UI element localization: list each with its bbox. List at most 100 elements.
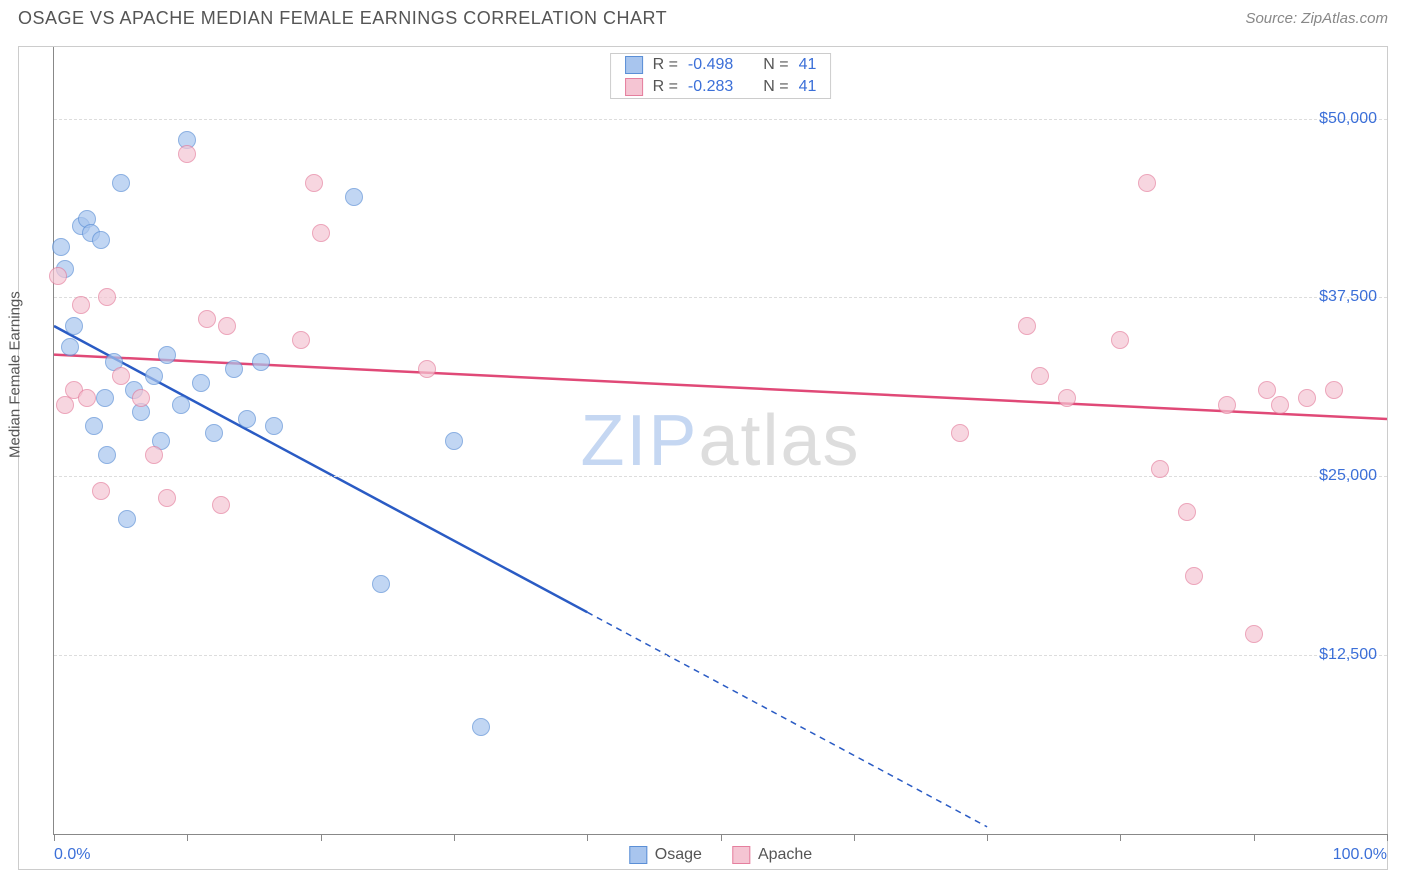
scatter-point bbox=[1258, 381, 1276, 399]
gridline bbox=[54, 476, 1387, 477]
scatter-point bbox=[72, 296, 90, 314]
plot-area: ZIPatlas R = -0.498 N = 41 R = -0.283 N = 4… bbox=[53, 47, 1387, 835]
scatter-point bbox=[145, 446, 163, 464]
scatter-point bbox=[305, 174, 323, 192]
scatter-point bbox=[418, 360, 436, 378]
scatter-point bbox=[372, 575, 390, 593]
stat-r-label: R = bbox=[653, 56, 678, 74]
y-tick-label: $12,500 bbox=[1319, 646, 1377, 664]
gridline bbox=[54, 297, 1387, 298]
scatter-point bbox=[345, 188, 363, 206]
scatter-point bbox=[218, 317, 236, 335]
chart-title: OSAGE VS APACHE MEDIAN FEMALE EARNINGS C… bbox=[18, 8, 667, 29]
x-tick bbox=[321, 834, 322, 841]
trend-lines bbox=[54, 47, 1387, 834]
chart-header: OSAGE VS APACHE MEDIAN FEMALE EARNINGS C… bbox=[0, 0, 1406, 33]
stat-n-label: N = bbox=[763, 56, 788, 74]
x-tick bbox=[54, 834, 55, 841]
scatter-point bbox=[1138, 174, 1156, 192]
stats-row: R = -0.498 N = 41 bbox=[611, 54, 831, 76]
scatter-point bbox=[252, 353, 270, 371]
scatter-point bbox=[225, 360, 243, 378]
legend-label: Apache bbox=[758, 846, 812, 864]
x-tick-label: 100.0% bbox=[1333, 846, 1387, 864]
scatter-point bbox=[98, 288, 116, 306]
x-tick bbox=[187, 834, 188, 841]
x-tick bbox=[587, 834, 588, 841]
x-tick bbox=[721, 834, 722, 841]
scatter-point bbox=[172, 396, 190, 414]
scatter-point bbox=[118, 510, 136, 528]
scatter-point bbox=[1031, 367, 1049, 385]
legend-swatch bbox=[625, 78, 643, 96]
x-tick bbox=[1387, 834, 1388, 841]
bottom-legend: Osage Apache bbox=[629, 846, 812, 864]
scatter-point bbox=[198, 310, 216, 328]
x-tick bbox=[454, 834, 455, 841]
gridline bbox=[54, 119, 1387, 120]
watermark-zip: ZIP bbox=[580, 401, 698, 481]
stat-n-label: N = bbox=[763, 78, 788, 96]
scatter-point bbox=[292, 331, 310, 349]
scatter-point bbox=[61, 338, 79, 356]
legend-swatch bbox=[629, 846, 647, 864]
scatter-point bbox=[192, 374, 210, 392]
scatter-point bbox=[1271, 396, 1289, 414]
y-tick-label: $25,000 bbox=[1319, 467, 1377, 485]
stat-r-label: R = bbox=[653, 78, 678, 96]
stats-legend-box: R = -0.498 N = 41 R = -0.283 N = 41 bbox=[610, 53, 832, 99]
scatter-point bbox=[132, 389, 150, 407]
source-label: Source: ZipAtlas.com bbox=[1245, 10, 1388, 27]
scatter-point bbox=[158, 346, 176, 364]
scatter-point bbox=[1245, 625, 1263, 643]
scatter-point bbox=[1151, 460, 1169, 478]
stat-r-value: -0.283 bbox=[688, 78, 733, 96]
scatter-point bbox=[112, 174, 130, 192]
legend-swatch bbox=[732, 846, 750, 864]
scatter-point bbox=[1325, 381, 1343, 399]
x-tick bbox=[987, 834, 988, 841]
scatter-point bbox=[445, 432, 463, 450]
scatter-point bbox=[52, 238, 70, 256]
scatter-point bbox=[49, 267, 67, 285]
scatter-point bbox=[96, 389, 114, 407]
scatter-point bbox=[158, 489, 176, 507]
scatter-point bbox=[98, 446, 116, 464]
scatter-point bbox=[1218, 396, 1236, 414]
x-tick bbox=[1120, 834, 1121, 841]
gridline bbox=[54, 655, 1387, 656]
x-tick bbox=[854, 834, 855, 841]
legend-item: Apache bbox=[732, 846, 812, 864]
scatter-point bbox=[65, 317, 83, 335]
stat-n-value: 41 bbox=[799, 78, 817, 96]
scatter-point bbox=[92, 231, 110, 249]
legend-item: Osage bbox=[629, 846, 702, 864]
scatter-point bbox=[951, 424, 969, 442]
x-tick-label: 0.0% bbox=[54, 846, 90, 864]
scatter-point bbox=[1058, 389, 1076, 407]
scatter-point bbox=[1298, 389, 1316, 407]
legend-swatch bbox=[625, 56, 643, 74]
legend-label: Osage bbox=[655, 846, 702, 864]
scatter-point bbox=[112, 367, 130, 385]
scatter-point bbox=[145, 367, 163, 385]
x-tick bbox=[1254, 834, 1255, 841]
stat-n-value: 41 bbox=[799, 56, 817, 74]
watermark: ZIPatlas bbox=[580, 400, 860, 482]
watermark-atlas: atlas bbox=[698, 401, 860, 481]
scatter-point bbox=[472, 718, 490, 736]
scatter-point bbox=[178, 145, 196, 163]
scatter-point bbox=[1185, 567, 1203, 585]
scatter-point bbox=[78, 389, 96, 407]
y-axis-label: Median Female Earnings bbox=[7, 291, 24, 458]
scatter-point bbox=[1018, 317, 1036, 335]
scatter-point bbox=[212, 496, 230, 514]
scatter-point bbox=[1178, 503, 1196, 521]
scatter-point bbox=[1111, 331, 1129, 349]
stats-row: R = -0.283 N = 41 bbox=[611, 76, 831, 98]
scatter-point bbox=[205, 424, 223, 442]
stat-r-value: -0.498 bbox=[688, 56, 733, 74]
y-tick-label: $37,500 bbox=[1319, 288, 1377, 306]
scatter-point bbox=[312, 224, 330, 242]
scatter-point bbox=[85, 417, 103, 435]
